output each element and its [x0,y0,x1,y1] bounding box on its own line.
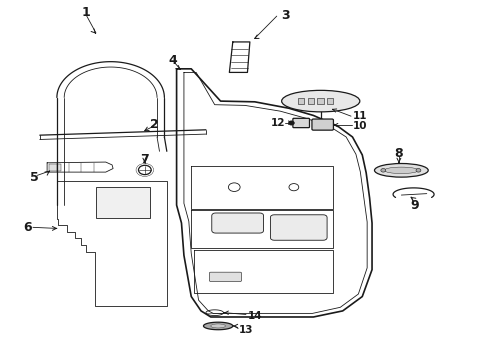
FancyBboxPatch shape [209,272,242,282]
Text: 7: 7 [141,153,149,166]
Ellipse shape [282,90,360,112]
FancyBboxPatch shape [212,213,264,233]
Bar [327,98,333,104]
FancyBboxPatch shape [293,118,310,128]
Polygon shape [203,322,233,330]
Text: 14: 14 [247,311,262,320]
Text: 8: 8 [394,147,403,159]
Ellipse shape [384,167,418,174]
Text: 13: 13 [239,325,253,335]
Text: 2: 2 [150,118,159,131]
Text: 12: 12 [271,118,286,128]
Text: 1: 1 [82,6,91,19]
Circle shape [416,168,421,172]
Circle shape [139,165,151,175]
Text: 5: 5 [29,171,38,184]
Bar [318,98,324,104]
Text: 3: 3 [281,9,290,22]
Circle shape [289,121,294,125]
Bar [96,187,150,218]
Ellipse shape [374,163,428,177]
Circle shape [289,184,299,191]
FancyBboxPatch shape [270,215,327,240]
Text: 9: 9 [411,199,419,212]
Circle shape [228,183,240,192]
Bar [49,163,61,171]
Circle shape [381,168,386,172]
FancyBboxPatch shape [312,119,333,130]
Bar [298,98,304,104]
Bar [308,98,314,104]
Text: 11: 11 [353,111,367,121]
Text: 10: 10 [353,121,367,131]
Text: 6: 6 [23,221,32,234]
Polygon shape [211,324,225,328]
Text: 4: 4 [168,54,177,67]
